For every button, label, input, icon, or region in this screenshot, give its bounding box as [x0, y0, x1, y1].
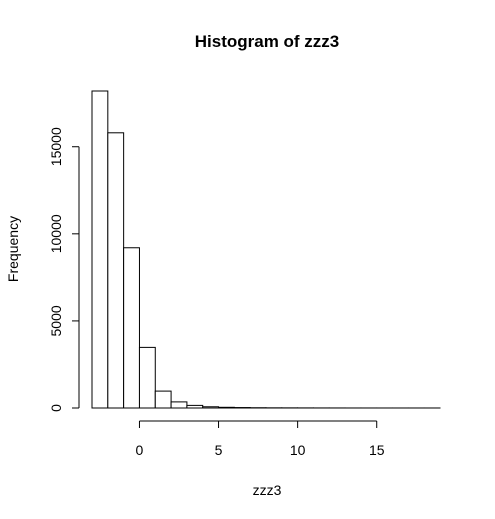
histogram-bar	[154, 390, 172, 409]
y-tick-label: 15000	[48, 127, 64, 166]
histogram-bar	[186, 404, 204, 409]
histogram-bar	[202, 406, 220, 409]
y-axis: 0 5000 10000 15000	[48, 127, 80, 412]
x-tick-label: 10	[290, 442, 306, 458]
x-axis-label: zzz3	[253, 482, 282, 498]
histogram-bar	[170, 401, 188, 409]
histogram-bar	[123, 247, 140, 409]
chart-title: Histogram of zzz3	[195, 32, 340, 51]
y-tick-label: 0	[48, 404, 64, 412]
y-tick-label: 10000	[48, 214, 64, 253]
histogram-bar	[91, 90, 109, 409]
x-tick-label: 0	[136, 442, 144, 458]
x-tick-label: 5	[215, 442, 223, 458]
y-tick-label: 5000	[48, 305, 64, 336]
x-tick-label: 15	[369, 442, 385, 458]
histogram-bar	[218, 406, 235, 409]
histogram-bar	[107, 132, 125, 409]
histogram-bar	[138, 346, 156, 409]
y-axis-label: Frequency	[5, 216, 21, 282]
x-axis: 0 5 10 15	[136, 420, 385, 458]
histogram-bars	[91, 90, 441, 409]
